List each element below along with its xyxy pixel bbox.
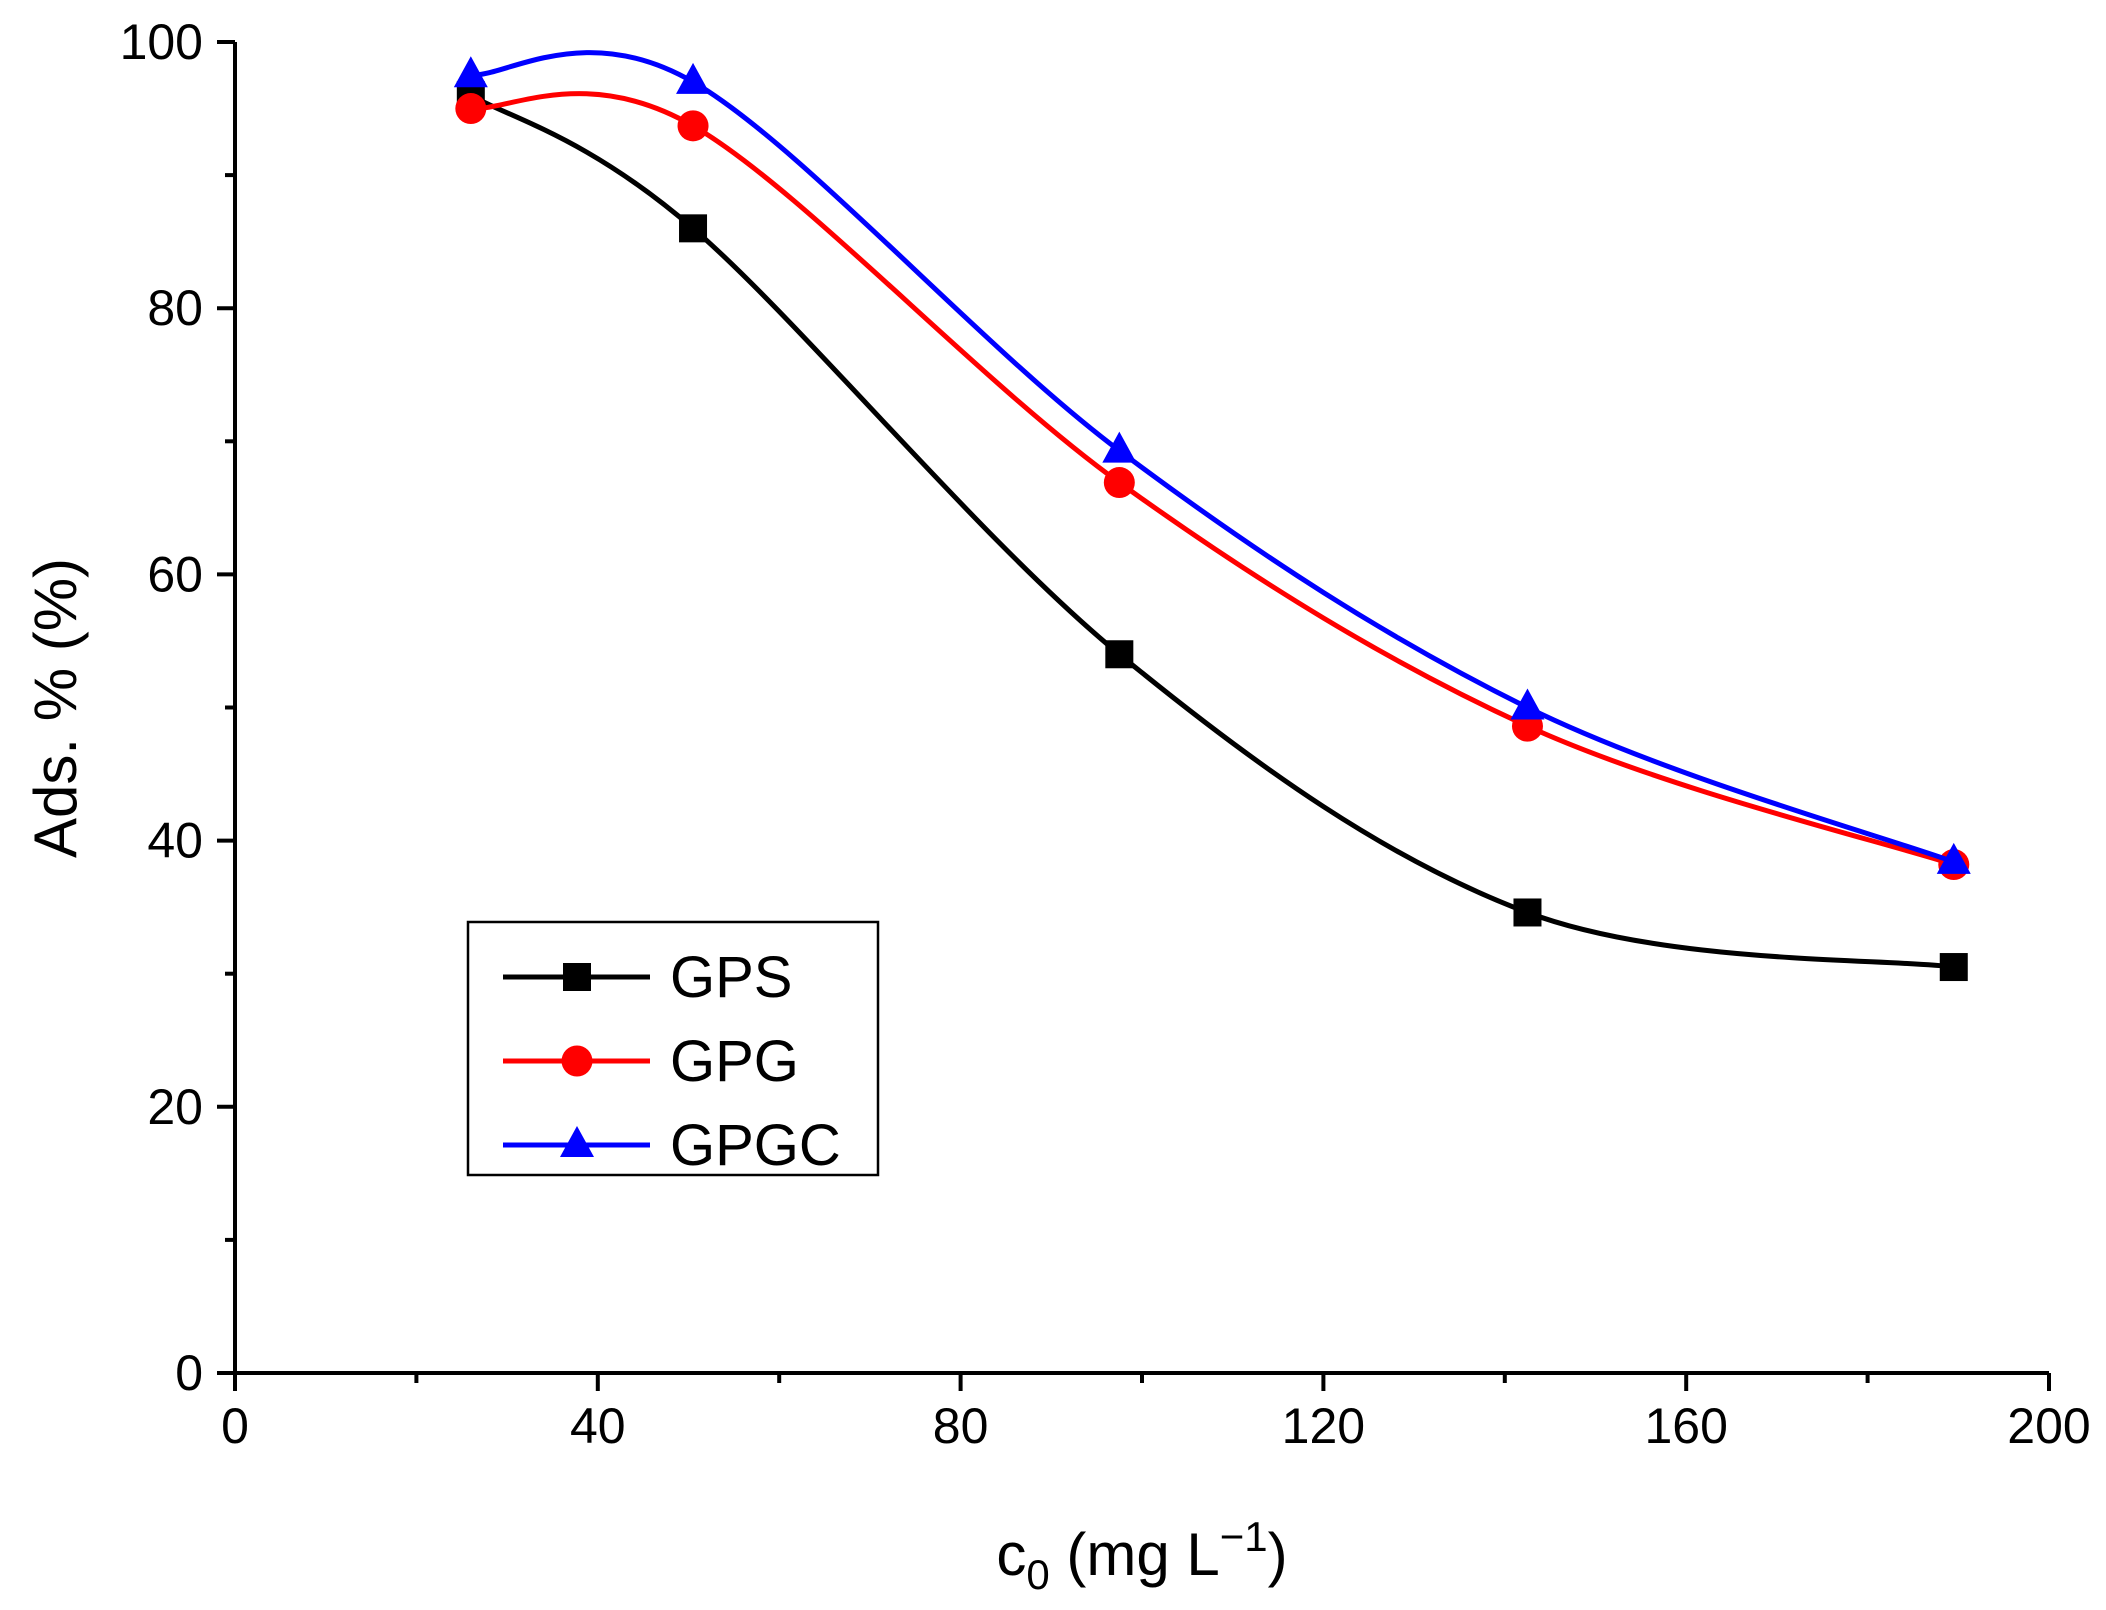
legend-label-gpg: GPG [670, 1029, 799, 1094]
series-gps [456, 81, 1968, 982]
y-tick-label: 20 [147, 1079, 203, 1135]
y-tick-label: 80 [147, 280, 203, 336]
legend: GPS GPG GPGC [466, 920, 880, 1178]
y-ticks: 0 20 40 60 80 100 [120, 14, 235, 1401]
legend-item-gps: GPS [503, 945, 793, 1010]
data-point-gpgc [1936, 842, 1971, 874]
x-tick-label: 40 [570, 1398, 626, 1454]
x-axis-title-main: c [996, 1521, 1026, 1588]
x-tick-label: 0 [221, 1398, 249, 1454]
data-point-gpgc [676, 62, 711, 94]
x-axis-title-sub: 0 [1026, 1551, 1049, 1598]
legend-label-gpgc: GPGC [670, 1113, 841, 1178]
x-tick-label: 80 [933, 1398, 989, 1454]
x-axis-title-sup: −1 [1220, 1513, 1268, 1560]
y-tick-label: 100 [120, 14, 203, 70]
data-point-gpg [677, 110, 709, 142]
x-tick-label: 120 [1282, 1398, 1365, 1454]
legend-label-gps: GPS [670, 945, 793, 1010]
y-tick-label: 60 [147, 546, 203, 602]
series-line-gpgc [468, 50, 1957, 865]
data-point-gps [1513, 898, 1542, 927]
data-point-gps [679, 214, 708, 243]
series-gpg [455, 91, 1970, 881]
x-tick-label: 160 [1644, 1398, 1727, 1454]
legend-item-gpg: GPG [503, 1029, 799, 1094]
legend-box [466, 920, 880, 1177]
series-group [453, 50, 1971, 982]
legend-marker-gpg [561, 1045, 593, 1077]
series-line-gpg [468, 91, 1957, 868]
y-tick-label: 0 [175, 1345, 203, 1401]
x-tick-label: 200 [2007, 1398, 2090, 1454]
x-axis-title: c0 (mg L−1) [996, 1513, 1287, 1598]
legend-marker-gps [563, 963, 591, 991]
data-point-gps [1939, 953, 1968, 982]
y-axis-title: Ads. % (%) [22, 558, 89, 858]
legend-item-gpgc: GPGC [503, 1113, 841, 1178]
data-point-gpg [455, 93, 487, 125]
x-axis-title-unit: (mg L [1050, 1521, 1220, 1588]
data-point-gpgc [1510, 688, 1545, 720]
data-point-gpgc [453, 56, 488, 88]
x-ticks: 0 40 80 120 160 200 [221, 1373, 2091, 1454]
data-point-gpg [1103, 467, 1135, 499]
legend-marker-gpgc [560, 1126, 594, 1157]
series-gpgc [453, 50, 1971, 874]
y-tick-label: 40 [147, 813, 203, 869]
data-point-gpgc [1102, 431, 1137, 463]
x-axis-title-close: ) [1268, 1521, 1288, 1588]
data-point-gps [1105, 640, 1134, 669]
